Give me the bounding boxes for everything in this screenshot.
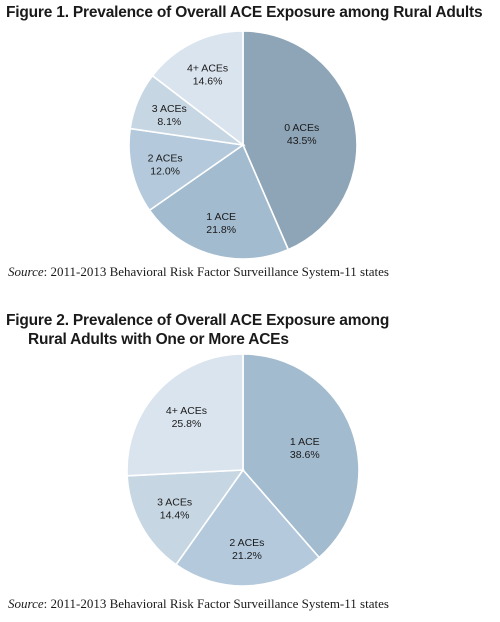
pie-slice-4-plus-aces — [151, 30, 244, 147]
slice-label-1-ace: 1 ACE — [290, 436, 320, 448]
source-text: : 2011-2013 Behavioral Risk Factor Surve… — [43, 596, 389, 611]
pie-slice-1-ace — [148, 143, 290, 260]
figure-2-source: Source: 2011-2013 Behavioral Risk Factor… — [8, 596, 389, 612]
pie-slice-3-aces — [126, 469, 245, 566]
slice-value-2-aces: 12.0% — [150, 165, 180, 177]
figure-2-title-line-1: Figure 2. Prevalence of Overall ACE Expo… — [6, 312, 390, 329]
slice-label-1-ace: 1 ACE — [206, 211, 236, 223]
pie-slice-1-ace — [242, 353, 360, 559]
pie-slice-0-aces — [242, 30, 358, 251]
slice-label-0-aces: 0 ACEs — [284, 122, 319, 134]
slice-value-2-aces: 21.2% — [232, 550, 262, 562]
pie-slice-2-aces — [128, 127, 246, 212]
slice-value-4-plus-aces: 25.8% — [172, 418, 202, 430]
slice-value-4-plus-aces: 14.6% — [193, 75, 223, 87]
pie-slice-2-aces — [174, 468, 321, 587]
pie-slice-4-plus-aces — [126, 353, 244, 477]
figure-2-title-line-2: Rural Adults with One or More ACEs — [28, 331, 289, 348]
slice-label-3-aces: 3 ACEs — [152, 103, 187, 115]
slice-label-2-aces: 2 ACEs — [229, 537, 264, 549]
source-text: : 2011-2013 Behavioral Risk Factor Surve… — [43, 264, 389, 279]
slice-value-3-aces: 14.4% — [160, 510, 190, 522]
slice-value-1-ace: 21.8% — [206, 224, 236, 236]
figure-2-title: Figure 2. Prevalence of Overall ACE Expo… — [6, 311, 389, 349]
figure-1-source: Source: 2011-2013 Behavioral Risk Factor… — [8, 264, 389, 280]
slice-label-4-plus-aces: 4+ ACEs — [166, 405, 207, 417]
source-label: Source — [8, 264, 44, 279]
slice-label-3-aces: 3 ACEs — [157, 497, 192, 509]
slice-value-3-aces: 8.1% — [157, 116, 181, 128]
source-label: Source — [8, 596, 44, 611]
slice-label-4-plus-aces: 4+ ACEs — [187, 62, 228, 74]
figure-1-title: Figure 1. Prevalence of Overall ACE Expo… — [6, 4, 483, 21]
slice-value-1-ace: 38.6% — [290, 449, 320, 461]
slice-value-0-aces: 43.5% — [287, 135, 317, 147]
slice-label-2-aces: 2 ACEs — [148, 152, 183, 164]
